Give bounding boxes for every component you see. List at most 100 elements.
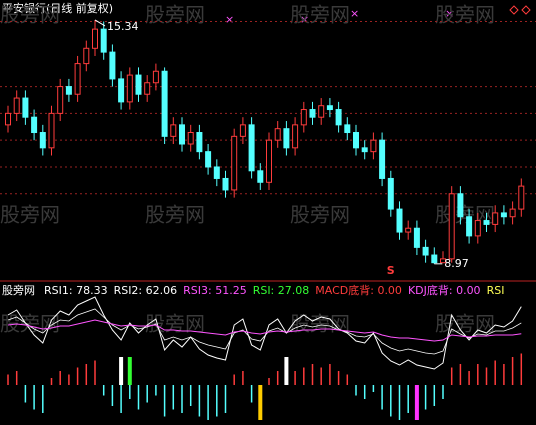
candle-body	[405, 227, 412, 233]
max-label: 15.34	[107, 20, 139, 33]
candle-body	[318, 105, 325, 118]
candle-body	[509, 208, 516, 218]
candle-body	[474, 220, 481, 237]
watermark: 股旁网	[435, 3, 495, 27]
candle-body	[109, 51, 116, 80]
candle-body	[48, 112, 55, 149]
candle-body	[135, 74, 142, 95]
rsi-line	[7, 308, 522, 355]
candle-body	[31, 116, 38, 134]
indicator-label: KDJ底背: 0.00	[408, 283, 481, 297]
marker: ×	[350, 7, 359, 20]
candle-body	[187, 132, 194, 145]
signal-bar	[414, 385, 419, 420]
candle-body	[448, 193, 455, 260]
candle-body	[361, 147, 368, 153]
candle-body	[257, 170, 264, 183]
candle-body	[57, 86, 64, 114]
candle-body	[300, 109, 307, 126]
watermark: 股旁网	[290, 203, 350, 227]
max-pointer	[94, 19, 106, 27]
watermark: 股旁网	[435, 312, 495, 336]
watermark: 股旁网	[0, 203, 60, 227]
candle-body	[179, 124, 185, 145]
candle-body	[118, 78, 125, 103]
indicator-label: MACD底背: 0.00	[315, 283, 402, 297]
candle-body	[396, 208, 403, 233]
top-markers: × × × ×	[225, 7, 454, 26]
candle-body	[457, 193, 464, 218]
candle-body	[431, 254, 438, 264]
candle-body	[335, 109, 342, 126]
indicator-label: RSI	[487, 284, 505, 297]
signal-label: S	[387, 264, 395, 277]
watermark: 股旁网	[290, 312, 350, 336]
candle-body	[370, 139, 377, 153]
candle-body	[248, 124, 255, 172]
candle-body	[492, 212, 499, 225]
candle-body	[344, 124, 351, 134]
candle-body	[74, 63, 81, 95]
candle-body	[283, 128, 290, 149]
rsi-line	[7, 319, 522, 342]
candle-body	[379, 139, 386, 179]
min-label: 8.97	[444, 257, 469, 270]
chart-title: 平安银行(日线 前复权)	[2, 1, 113, 15]
candle-body	[500, 212, 507, 218]
candle-body	[326, 105, 333, 111]
signal-bar	[284, 357, 289, 385]
marker: ×	[300, 13, 309, 26]
candle-body	[483, 220, 490, 225]
legend-entry: RSI3: 51.25	[183, 284, 247, 297]
candle-body	[170, 124, 177, 137]
candle-body	[309, 109, 316, 118]
watermark: 股旁网	[145, 203, 205, 227]
candle-body	[13, 97, 20, 114]
candle-body	[100, 28, 107, 53]
candle-body	[39, 132, 46, 149]
candle-body	[205, 151, 212, 168]
signal-bar	[127, 357, 132, 385]
candle-body	[231, 135, 238, 191]
icon	[521, 5, 531, 15]
signal-bar	[258, 385, 263, 420]
watermark: 股旁网	[145, 3, 205, 27]
candle-body	[213, 166, 220, 179]
candle-body	[518, 185, 525, 210]
candle-body	[144, 82, 151, 95]
candle-body	[422, 246, 429, 256]
candle-body	[92, 28, 98, 49]
candle-body	[5, 112, 11, 126]
watermark: 股旁网	[290, 3, 350, 27]
candle-body	[161, 70, 168, 137]
candle-body	[126, 74, 133, 103]
corner-icons	[509, 5, 531, 15]
candle-body	[440, 258, 446, 264]
candle-body	[387, 177, 394, 210]
rsi-line	[7, 296, 522, 370]
candle-body	[266, 139, 272, 183]
watermark: 股旁网	[0, 312, 60, 336]
candle-body	[239, 124, 246, 137]
signal-bar	[119, 357, 124, 385]
candle-body	[196, 132, 203, 153]
candle-body	[274, 128, 281, 141]
marker: ×	[445, 7, 454, 20]
indicator-label: RSI: 27.08	[253, 284, 310, 297]
candle-body	[65, 86, 72, 95]
candle-body	[413, 227, 420, 248]
candle-body	[466, 216, 473, 237]
legend-entry: RSI1: 78.33	[44, 284, 108, 297]
marker: ×	[225, 13, 234, 26]
candle-body	[22, 97, 29, 118]
candle-body	[222, 177, 229, 191]
watermark: 股旁网	[0, 3, 60, 27]
legend-entry: RSI2: 62.06	[114, 284, 178, 297]
candle-body	[83, 47, 90, 65]
legend-watermark: 股旁网	[2, 283, 35, 297]
candle-body	[353, 132, 359, 149]
candle-body	[152, 70, 159, 84]
